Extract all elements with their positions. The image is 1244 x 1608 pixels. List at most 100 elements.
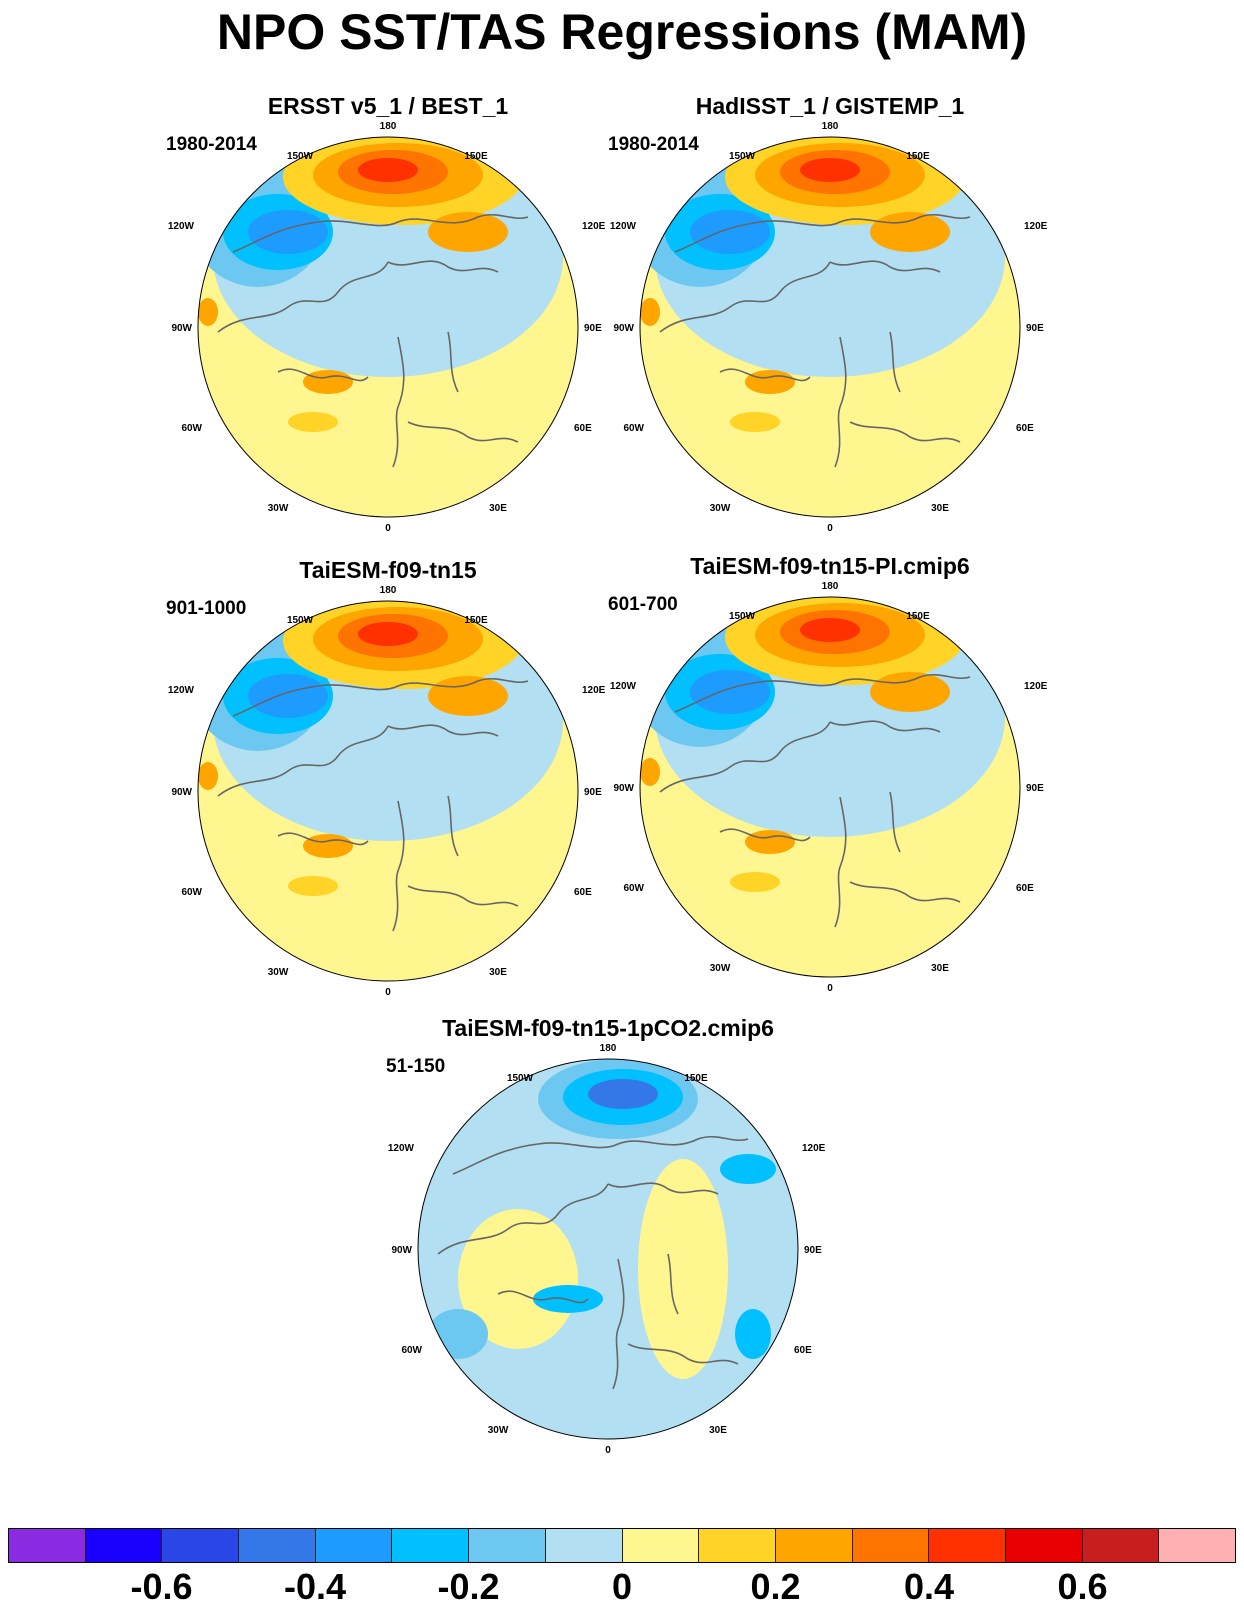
coastline [659,721,831,793]
longitude-label: 90W [613,783,634,794]
colorbar-swatch [392,1529,470,1562]
coastline [232,213,529,253]
longitude-label: 30E [489,967,507,978]
longitude-label: 180 [822,122,839,132]
colorbar-swatch [1082,1529,1160,1562]
field-contour [745,370,795,394]
coastline [452,1135,749,1175]
longitude-label: 30E [931,503,949,514]
longitude-label: 60W [623,883,644,894]
field-contour [720,1154,776,1184]
longitude-label: 120W [610,681,637,692]
coastline [719,828,811,842]
field-contour [730,412,780,432]
longitude-label: 60W [623,423,644,434]
panel-title: TaiESM-f09-tn15-PI.cmip6 [690,553,970,579]
coastline [627,1343,739,1365]
map-panel-hadisst-gistemp: HadISST_1 / GISTEMP_1 1980-2014 180 150W 1… [590,92,1070,552]
longitude-label: 180 [822,582,839,592]
figure-title: NPO SST/TAS Regressions (MAM) [216,4,1028,60]
longitude-label: 90W [171,787,192,798]
longitude-label: 90E [584,323,602,334]
colorbar-swatch [1005,1529,1083,1562]
colorbar-swatch [239,1529,316,1562]
longitude-label: 60E [574,887,592,898]
field-contour [428,1309,488,1359]
field-contour [730,872,780,892]
field-contour [458,1209,578,1349]
field-contour [588,1079,658,1109]
longitude-label: 0 [827,983,833,994]
colorbar-tick-label: -0.4 [283,1566,347,1607]
coastline [392,336,405,468]
longitude-label: 150E [906,611,930,622]
coastline [834,796,847,928]
longitude-label: 60E [1016,883,1034,894]
longitude-label: 30W [268,967,289,978]
longitude-label: 120E [1024,221,1048,232]
map-field [418,1059,798,1439]
longitude-label: 150W [729,151,756,162]
longitude-label: 90E [584,787,602,798]
map-field [640,137,1020,517]
longitude-label: 120W [388,1143,415,1154]
longitude-label: 60W [401,1345,422,1356]
field-contour [640,298,660,326]
coastline [674,213,971,253]
map-border [639,596,1021,978]
coastline [217,261,389,333]
map-panel-taiesm-pi: TaiESM-f09-tn15-PI.cmip6 601-700 180 150W… [590,552,1070,1012]
field-contour [198,298,218,326]
panel-period: 1980-2014 [166,134,257,155]
coastline [497,1290,589,1304]
longitude-label: 150E [684,1073,708,1084]
field-contour [690,670,770,714]
longitude-label: 90W [391,1245,412,1256]
field-contour [690,210,770,254]
colorbar-swatch [852,1529,930,1562]
colorbar-tick-label: -0.2 [437,1566,500,1607]
colorbar-swatch [622,1529,700,1562]
polar-map: 180 150W 150E 120W 120E 90W 90E 60W 60E 30W 30E 0 [610,582,1048,994]
colorbar-boxes [8,1528,1236,1563]
field-contour [800,158,860,182]
longitude-label: 90E [1026,783,1044,794]
panel-period: 601-700 [608,594,678,615]
field-contour [640,758,660,786]
longitude-label: 60W [181,887,202,898]
longitude-label: 30E [489,503,507,514]
field-contour [870,212,950,252]
coastline [659,261,831,333]
polar-map: 180 150W 150E 120W 120E 90W 90E 60W 60E 30W 30E 0 [610,122,1048,534]
coastline [667,1253,679,1315]
map-border [639,136,1021,518]
colorbar-tick-label: 0 [611,1566,633,1607]
field-contour [428,676,508,716]
longitude-label: 30E [931,963,949,974]
coastline [407,885,519,907]
map-panel-ersst-best: ERSST v5_1 / BEST_1 1980-2014 180 150W 150… [148,92,628,552]
coastline [719,368,811,382]
map-field [198,137,578,517]
map-panel-taiesm: TaiESM-f09-tn15 901-1000 180 150W 150E 120W… [148,556,628,1016]
field-contour [800,618,860,642]
field-contour [248,674,328,718]
colorbar-tick-label: -0.6 [130,1566,193,1607]
longitude-label: 150W [287,615,314,626]
coastline [437,1183,609,1255]
coastline [407,421,519,443]
map-field [198,601,578,981]
longitude-label: 0 [827,523,833,534]
panel-title: TaiESM-f09-tn15-1pCO2.cmip6 [442,1015,774,1041]
colorbar-tick-label: 0.6 [1057,1566,1108,1607]
colorbar: -0.6 -0.4 -0.2 0 0.2 0.4 0.6 [8,1528,1236,1608]
coastline [612,1258,625,1390]
coastline [387,724,499,737]
longitude-label: 150W [729,611,756,622]
panel-period: 51-150 [386,1056,446,1077]
polar-map: 180 150W 150E 120W 120E 90W 90E 60W 60E 30W 30E 0 [168,586,606,998]
field-contour [288,412,338,432]
longitude-label: 120W [168,685,195,696]
colorbar-swatch [545,1529,623,1562]
field-contour [303,370,353,394]
